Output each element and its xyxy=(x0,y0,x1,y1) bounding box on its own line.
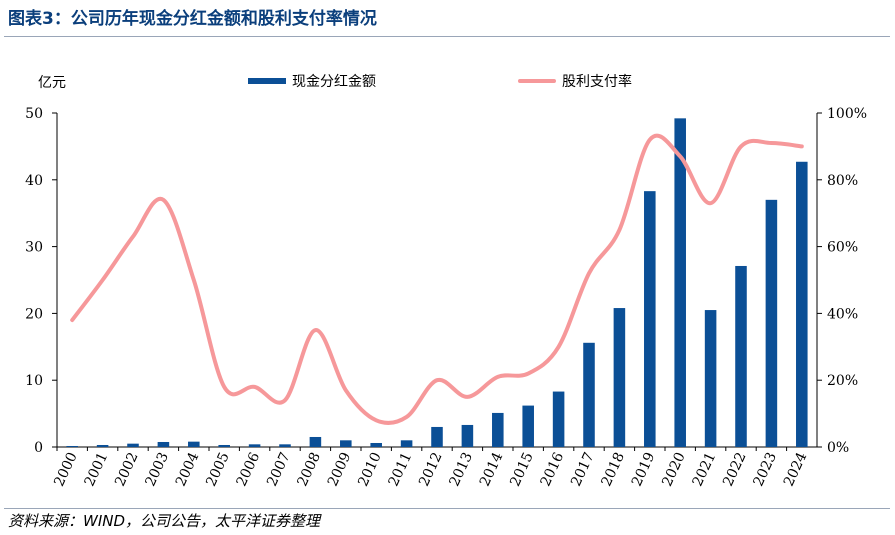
left-axis-tick-label: 30 xyxy=(25,240,43,256)
bar-dividend xyxy=(644,191,656,447)
x-axis-tick-label: 2022 xyxy=(720,450,750,489)
bar-dividend xyxy=(66,445,78,447)
bar-dividend xyxy=(279,444,291,447)
bar-dividend xyxy=(127,443,139,447)
bar-dividend xyxy=(796,161,808,448)
legend-item-dividend: 现金分红金额 xyxy=(248,71,376,91)
bar-dividend xyxy=(583,342,595,447)
bar-dividend xyxy=(340,440,352,447)
left-axis-tick-label: 50 xyxy=(25,106,43,122)
x-axis-tick-label: 2005 xyxy=(203,450,233,489)
source-note: 资料来源：WIND，公司公告，太平洋证券整理 xyxy=(8,512,321,530)
x-axis-tick-label: 2008 xyxy=(294,450,324,489)
right-axis-tick-label: 60% xyxy=(827,240,858,256)
left-axis-tick-label: 10 xyxy=(25,373,43,389)
x-axis-tick-label: 2006 xyxy=(234,450,264,489)
bar-dividend xyxy=(248,444,261,447)
bar-dividend xyxy=(309,436,322,447)
bar-dividend xyxy=(218,444,230,447)
x-axis-tick-label: 2010 xyxy=(355,450,385,489)
x-axis-tick-label: 2020 xyxy=(659,450,689,489)
x-axis-tick-label: 2014 xyxy=(477,450,507,489)
x-axis-tick-label: 2002 xyxy=(112,450,142,489)
x-axis-tick-label: 2018 xyxy=(598,450,628,489)
bar-dividend xyxy=(461,424,474,447)
right-axis-tick-label: 40% xyxy=(827,306,858,322)
x-axis-tick-label: 2011 xyxy=(386,450,416,489)
x-axis-tick-label: 2000 xyxy=(51,450,81,489)
x-axis-tick-label: 2009 xyxy=(325,450,355,489)
title-divider xyxy=(4,36,890,37)
x-axis-tick-label: 2012 xyxy=(416,450,446,489)
x-axis-tick-label: 2021 xyxy=(690,450,720,489)
left-axis-tick-label: 0 xyxy=(34,440,43,456)
legend-bar-swatch xyxy=(248,78,286,84)
bar-dividend xyxy=(765,199,778,447)
x-axis-tick-label: 2023 xyxy=(750,450,780,489)
bar-dividend xyxy=(674,118,686,448)
right-axis-tick-label: 80% xyxy=(827,173,858,189)
bar-dividend xyxy=(400,440,413,447)
right-axis-tick-label: 0% xyxy=(827,440,849,456)
bar-dividend xyxy=(96,444,109,447)
right-axis-tick-label: 20% xyxy=(827,373,858,389)
legend-label-payout: 股利支付率 xyxy=(562,74,632,90)
bar-dividend xyxy=(704,310,717,447)
bar-dividend xyxy=(735,265,747,447)
bar-dividend xyxy=(431,426,443,447)
bar-dividend xyxy=(157,441,170,447)
chart-title: 图表3：公司历年现金分红金额和股利支付率情况 xyxy=(8,9,377,29)
bar-dividend xyxy=(613,308,626,447)
x-axis-tick-label: 2024 xyxy=(781,450,811,489)
bar-dividend xyxy=(552,391,565,447)
x-axis-tick-label: 2016 xyxy=(538,450,568,489)
x-axis-tick-label: 2015 xyxy=(507,450,537,489)
footer-divider xyxy=(4,508,890,509)
left-axis-tick-label: 20 xyxy=(25,306,43,322)
x-axis-tick-label: 2004 xyxy=(173,450,203,489)
right-axis-tick-label: 100% xyxy=(827,106,867,122)
bar-dividend xyxy=(370,442,382,447)
left-axis-tick-label: 40 xyxy=(25,173,43,189)
bar-dividend xyxy=(188,441,200,447)
bar-dividend xyxy=(492,412,504,447)
x-axis-tick-label: 2013 xyxy=(446,450,476,489)
x-axis-tick-label: 2017 xyxy=(568,450,598,489)
x-axis-tick-label: 2019 xyxy=(629,450,659,489)
line-payout-ratio xyxy=(70,133,804,425)
legend-label-dividend: 现金分红金额 xyxy=(292,74,376,90)
x-axis-tick-label: 2003 xyxy=(142,450,172,489)
bar-dividend xyxy=(522,405,534,447)
legend-item-payout: 股利支付率 xyxy=(518,71,632,91)
x-axis-tick-label: 2001 xyxy=(82,450,112,489)
left-axis-unit: 亿元 xyxy=(38,75,66,91)
legend-line-swatch xyxy=(518,79,556,83)
x-axis-tick-label: 2007 xyxy=(264,450,294,489)
